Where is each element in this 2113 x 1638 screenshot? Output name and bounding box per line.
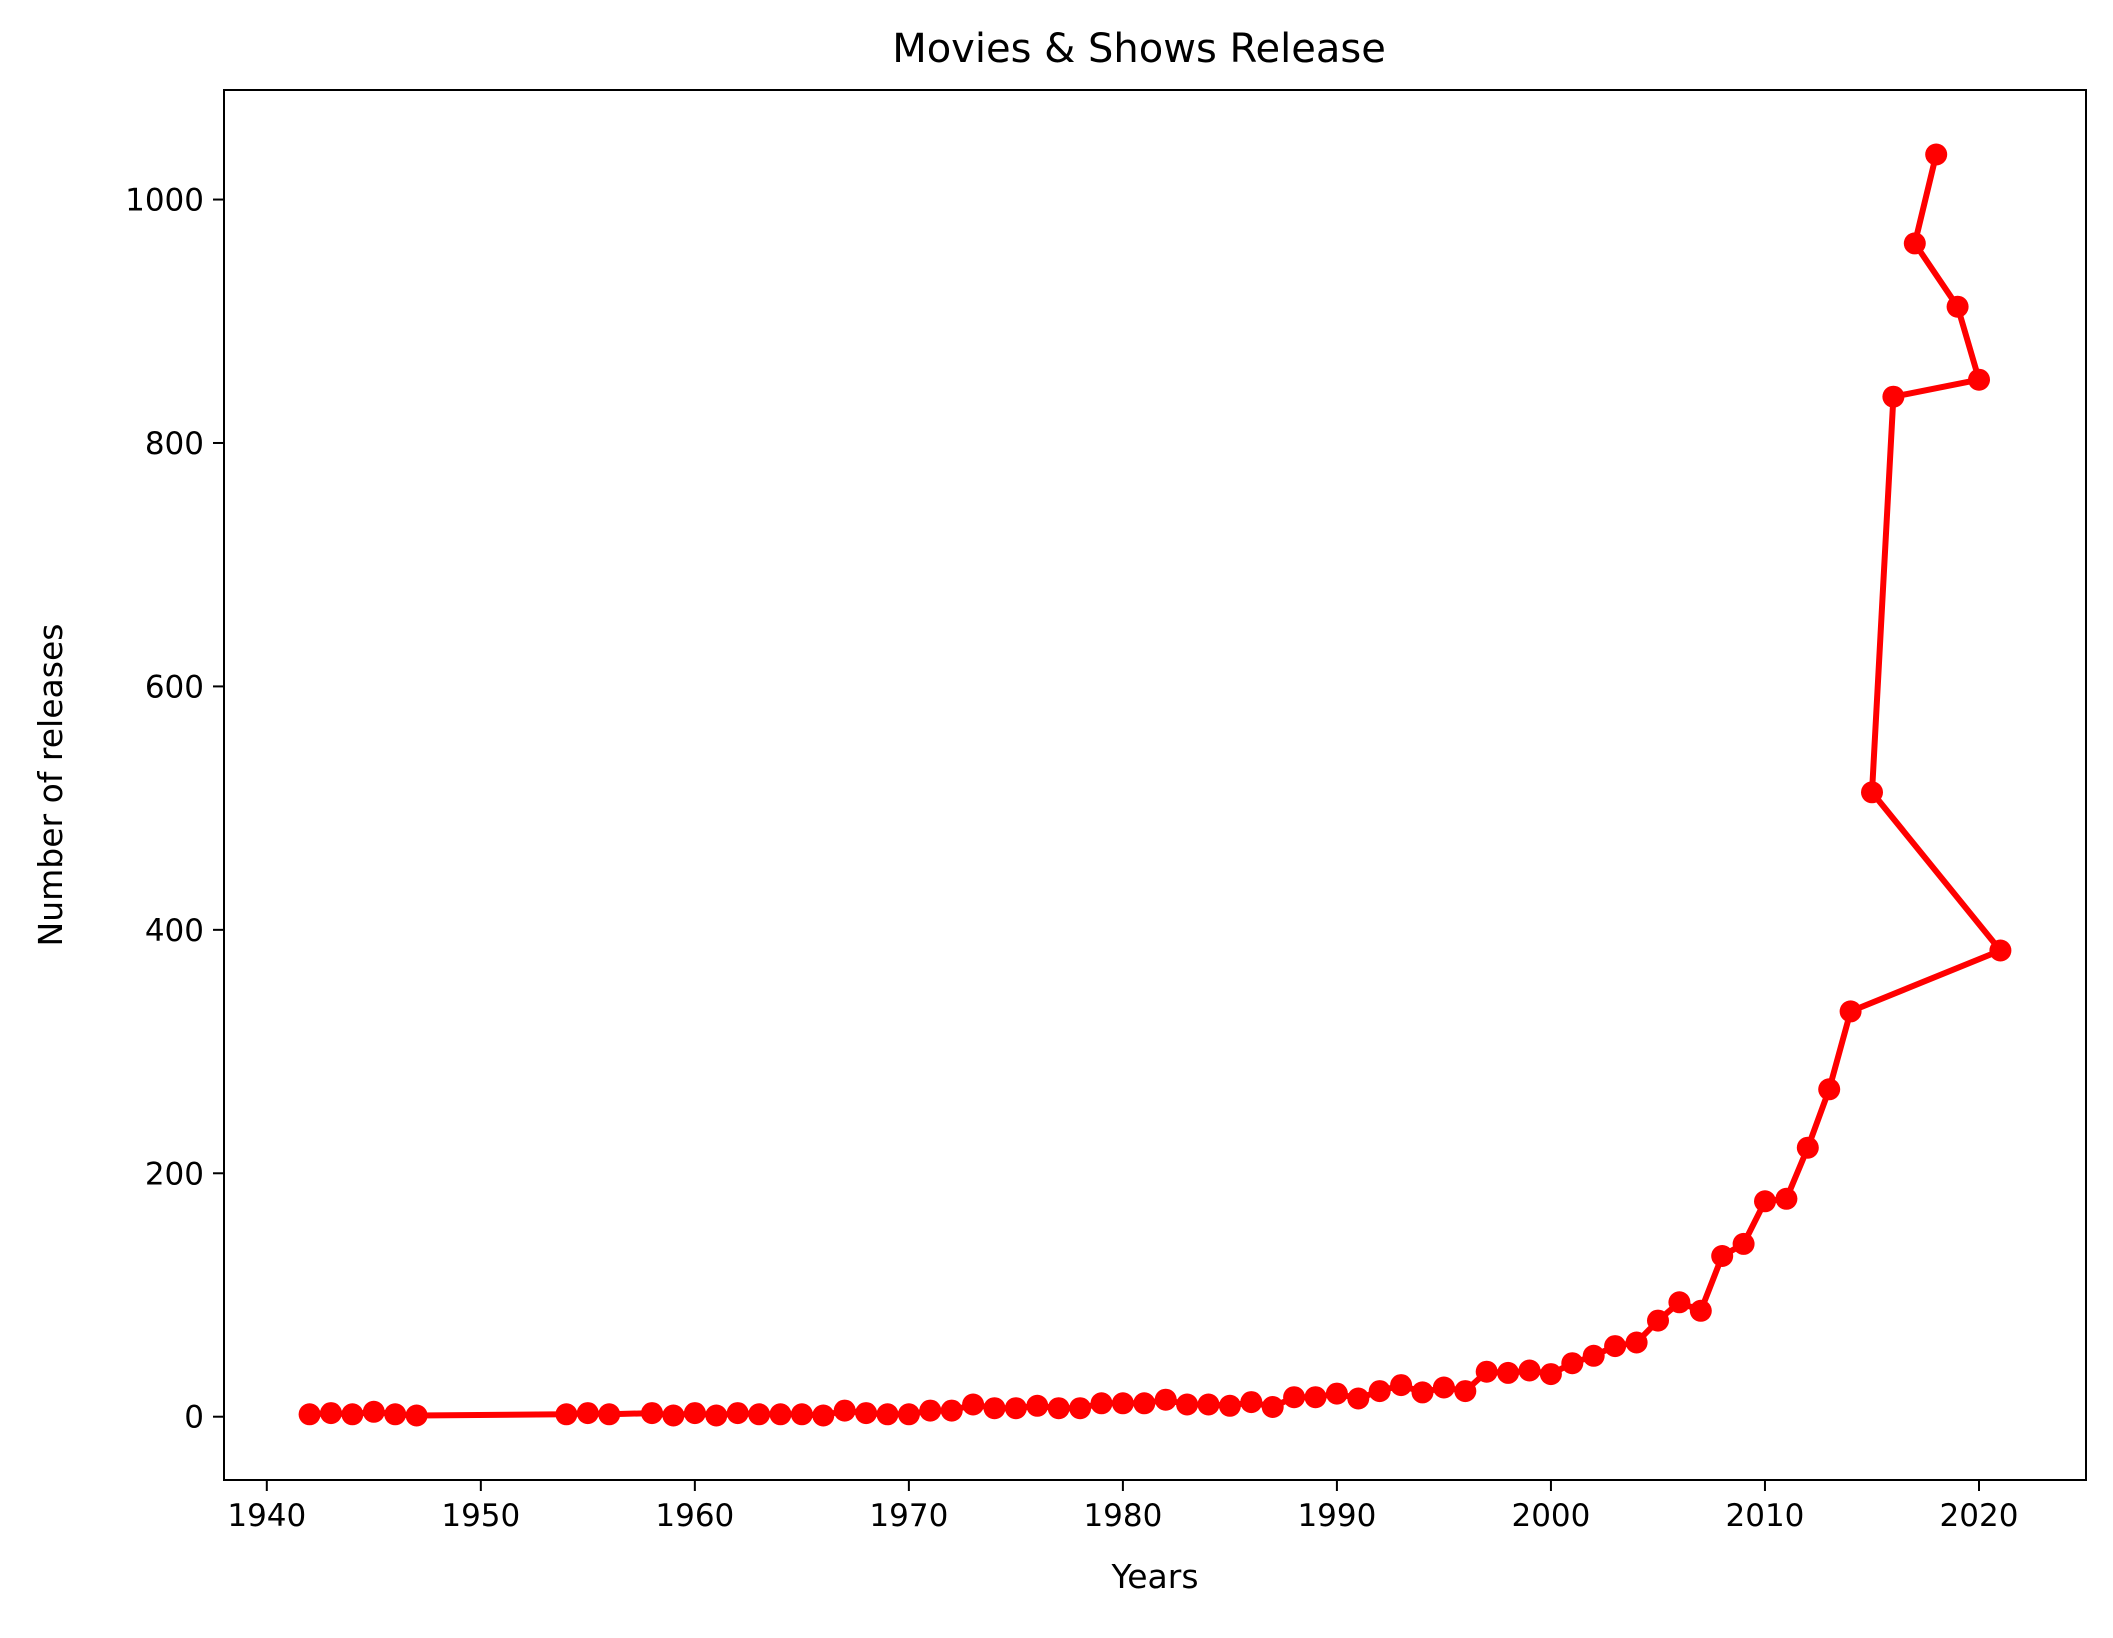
data-point <box>1047 1397 1070 1420</box>
data-point <box>1261 1396 1284 1418</box>
x-tick-label: 1980 <box>1083 1498 1162 1534</box>
data-point <box>1090 1392 1113 1415</box>
y-tick-label: 1000 <box>125 183 204 219</box>
data-point <box>1411 1381 1434 1404</box>
data-point <box>1561 1352 1584 1375</box>
data-point <box>1754 1190 1776 1213</box>
data-point <box>1497 1361 1520 1384</box>
x-tick-label: 1960 <box>655 1498 734 1534</box>
data-point <box>1283 1386 1306 1409</box>
data-point <box>1689 1299 1712 1322</box>
data-point <box>384 1403 407 1426</box>
data-point <box>705 1404 728 1427</box>
data-point <box>940 1399 963 1422</box>
data-point <box>1133 1392 1156 1415</box>
data-point <box>876 1403 899 1426</box>
y-tick-label: 600 <box>145 669 204 705</box>
plot-frame <box>223 89 2087 1481</box>
y-axis-ticks: 0 200 400 600 800 1000 <box>125 183 224 1436</box>
data-point <box>1882 385 1905 408</box>
data-point <box>1176 1393 1199 1416</box>
data-point <box>1604 1335 1627 1358</box>
data-point <box>1475 1360 1498 1383</box>
x-tick-label: 2020 <box>1940 1498 2019 1534</box>
data-point <box>1989 939 2012 962</box>
data-point <box>1197 1393 1220 1416</box>
data-point <box>1154 1388 1177 1411</box>
data-point <box>1946 295 1969 318</box>
data-point <box>320 1402 342 1425</box>
x-tick-label: 1990 <box>1297 1498 1376 1534</box>
data-point <box>748 1403 771 1426</box>
data-point <box>1368 1380 1391 1403</box>
data-point <box>641 1402 663 1425</box>
data-point <box>1625 1331 1648 1354</box>
data-point <box>1004 1397 1027 1420</box>
data-point <box>598 1403 621 1426</box>
data-point <box>1111 1392 1134 1415</box>
data-point <box>1218 1394 1241 1417</box>
y-tick-label: 800 <box>145 426 204 462</box>
data-point <box>1968 368 1990 391</box>
y-axis-label: Number of releases <box>31 624 70 947</box>
data-point <box>1325 1382 1348 1405</box>
data-point <box>1796 1136 1819 1159</box>
data-point <box>1026 1394 1049 1417</box>
data-points <box>298 143 2012 1427</box>
data-point <box>1240 1391 1263 1414</box>
data-point <box>576 1402 599 1425</box>
data-point <box>983 1397 1006 1420</box>
data-point <box>362 1400 385 1423</box>
data-point <box>1861 781 1883 804</box>
x-tick-label: 1950 <box>441 1498 520 1534</box>
data-point <box>555 1403 578 1426</box>
data-point <box>790 1403 813 1426</box>
data-point <box>1903 232 1926 255</box>
data-point <box>1539 1363 1562 1386</box>
data-point <box>1390 1374 1413 1397</box>
data-point <box>962 1393 985 1416</box>
data-point <box>1668 1291 1691 1314</box>
data-point <box>662 1404 685 1427</box>
x-tick-label: 2000 <box>1511 1498 1590 1534</box>
data-point <box>405 1404 428 1427</box>
data-point <box>833 1399 856 1422</box>
x-tick-label: 2010 <box>1726 1498 1805 1534</box>
data-point <box>812 1404 835 1427</box>
y-tick-label: 0 <box>184 1400 204 1436</box>
data-point <box>919 1399 942 1422</box>
data-point <box>1582 1344 1605 1367</box>
x-axis-label: Years <box>1110 1557 1198 1596</box>
chart-title: Movies & Shows Release <box>892 26 1386 72</box>
data-point <box>1839 1000 1862 1023</box>
data-point <box>1925 143 1948 166</box>
x-tick-label: 1940 <box>227 1498 306 1534</box>
data-point <box>726 1402 749 1425</box>
data-point <box>1432 1376 1455 1399</box>
x-axis-ticks: 1940 1950 1960 1970 1980 1990 2000 2010 2020 <box>227 1480 2018 1534</box>
x-tick-label: 1970 <box>869 1498 948 1534</box>
data-point <box>1518 1359 1541 1382</box>
data-point <box>897 1403 920 1426</box>
data-point <box>1732 1232 1755 1255</box>
data-point <box>298 1403 321 1426</box>
data-point <box>683 1402 706 1425</box>
data-point <box>1711 1245 1734 1267</box>
data-point <box>1647 1309 1669 1332</box>
data-point <box>769 1403 792 1426</box>
data-point <box>341 1403 364 1426</box>
data-point <box>1347 1387 1370 1410</box>
y-tick-label: 200 <box>145 1156 204 1192</box>
y-tick-label: 400 <box>145 913 204 949</box>
data-point <box>1304 1386 1327 1409</box>
data-point <box>1069 1397 1092 1420</box>
data-point <box>1454 1380 1477 1403</box>
data-point <box>1775 1187 1798 1210</box>
data-point <box>1818 1078 1841 1101</box>
data-point <box>855 1402 878 1425</box>
